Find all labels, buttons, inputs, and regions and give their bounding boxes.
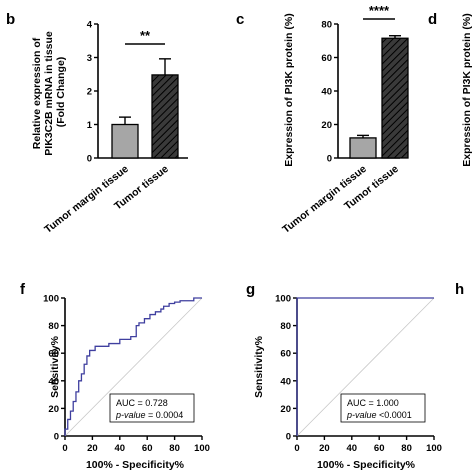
p-value-label: p-value = 0.0004: [115, 410, 183, 420]
reference-diagonal: [64, 297, 203, 437]
x-axis-title-g: 100% - Specificity%: [317, 459, 416, 471]
panel-letter-g: g: [246, 281, 255, 298]
y-tick-label: 3: [87, 53, 92, 64]
y-axis-title-b-line-1: Relative expression of: [31, 37, 43, 149]
y-tick-label: 60: [280, 349, 291, 360]
panel-letter-d: d: [428, 11, 437, 28]
panel-letter-h: h: [455, 281, 464, 298]
y-tick-label: 20: [48, 404, 59, 415]
significance-label: ****: [369, 3, 390, 18]
roc-curve: [64, 297, 202, 436]
y-tick-label: 80: [48, 321, 59, 332]
panel-letter-b: b: [6, 11, 15, 28]
x-tick-label: 100: [426, 443, 442, 454]
y-tick-label: 100: [275, 294, 291, 305]
bar: [349, 137, 377, 159]
stats-box: [109, 393, 195, 423]
y-tick-label: 100: [43, 294, 59, 305]
y-tick-label: 0: [54, 432, 59, 443]
y-axis-title-b: Relative expression of PIK3C2B mRNA in t…: [31, 28, 67, 155]
x-tick-label: 0: [62, 443, 67, 454]
y-axis-title-g: Sensitivity%: [253, 335, 265, 398]
bar-chart-d: Expression of PI3K protein (%): [461, 13, 473, 166]
y-tick-label: 20: [280, 404, 291, 415]
auc-label: AUC = 1.000: [347, 398, 399, 408]
y-tick-label: 40: [280, 376, 291, 387]
p-value-label-name: p-value: [346, 410, 377, 420]
x-tick-label: 0: [294, 443, 299, 454]
bar: [381, 37, 409, 159]
x-tick-label: 80: [401, 443, 412, 454]
bar: [151, 74, 179, 159]
y-tick-label: 1: [87, 120, 93, 131]
y-axis-title-b-line-3: (Fold Change): [55, 57, 67, 128]
bar-chart-c: Expression of PI3K protein (%) 0 20 40 60 80…: [280, 3, 409, 236]
y-tick-label: 80: [280, 321, 291, 332]
y-axis-title-c: Expression of PI3K protein (%): [283, 13, 295, 166]
y-tick-label: 20: [321, 120, 332, 131]
p-value-label: p-value <0.0001: [346, 410, 412, 420]
y-tick-label: 40: [48, 376, 59, 387]
y-tick-label: 60: [48, 349, 59, 360]
reference-diagonal: [296, 297, 435, 437]
x-axis-title-f: 100% - Specificity%: [86, 459, 185, 471]
y-axis-title-f: Sensitivity%: [49, 335, 61, 398]
p-value-label-value: <0.0001: [377, 410, 412, 420]
x-tick-label: 20: [319, 443, 330, 454]
panel-letter-f: f: [20, 281, 26, 298]
bar: [111, 123, 139, 159]
y-tick-label: 0: [87, 154, 92, 165]
x-tick-label: 80: [169, 443, 180, 454]
y-tick-label: 40: [321, 87, 332, 98]
x-tick-label: 40: [347, 443, 358, 454]
bar-chart-b: Relative expression of PIK3C2B mRNA in t…: [31, 20, 188, 236]
roc-chart-g: Sensitivity% 100% - Specificity% 00 20 20 4…: [253, 294, 442, 472]
x-tick-label: 100: [194, 443, 210, 454]
x-tick-label: 60: [374, 443, 385, 454]
y-tick-label: 60: [321, 53, 332, 64]
y-tick-label: 0: [327, 154, 332, 165]
y-tick-label: 0: [286, 432, 291, 443]
auc-label: AUC = 0.728: [116, 398, 168, 408]
y-axis-title-b-line-2: PIK3C2B mRNA in tissue: [43, 31, 55, 156]
p-value-label-value: = 0.0004: [146, 410, 184, 420]
y-tick-label: 2: [87, 87, 92, 98]
x-tick-label: 60: [142, 443, 153, 454]
roc-chart-f: Sensitivity% 100% - Specificity% 00 20 20 4…: [43, 294, 210, 472]
y-tick-label: 80: [321, 20, 332, 31]
significance-label: **: [140, 28, 151, 43]
stats-box: [340, 393, 426, 423]
p-value-label-name: p-value: [115, 410, 146, 420]
y-axis-title-d: Expression of PI3K protein (%): [461, 13, 473, 166]
x-tick-label: 20: [87, 443, 98, 454]
y-tick-label: 4: [87, 20, 93, 31]
x-tick-label: 40: [115, 443, 126, 454]
roc-curve: [296, 297, 434, 436]
panel-letter-c: c: [236, 11, 244, 28]
